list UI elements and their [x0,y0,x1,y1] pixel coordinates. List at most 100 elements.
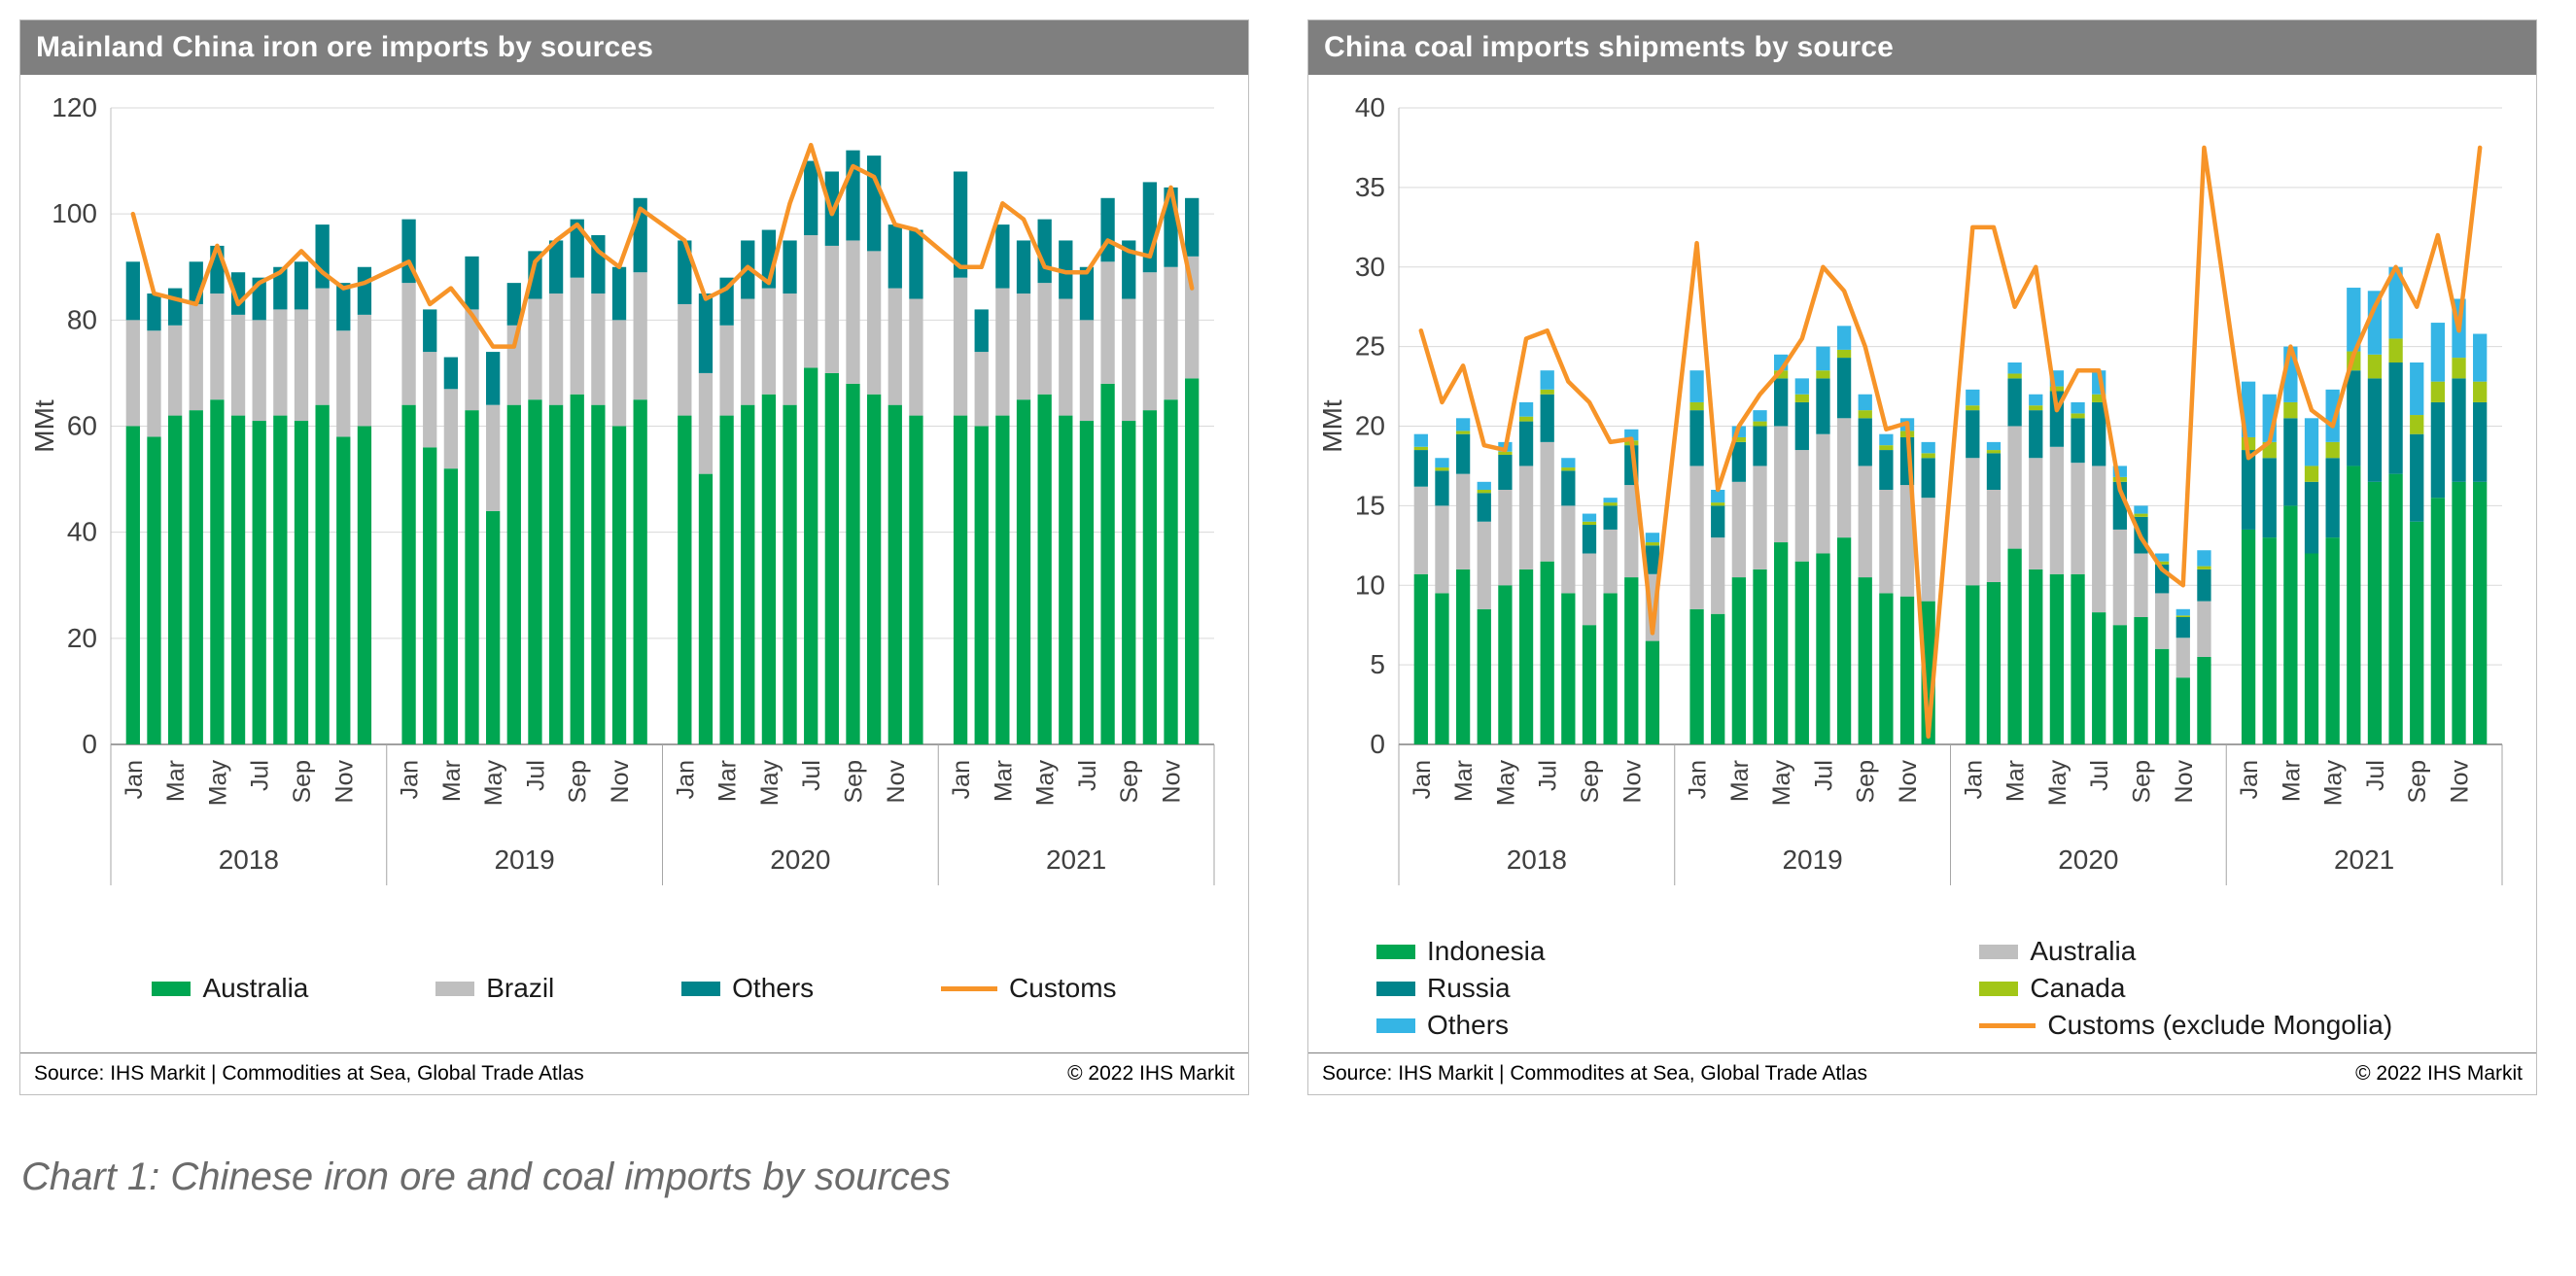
svg-text:Sep: Sep [289,760,316,803]
svg-text:May: May [480,760,507,807]
figure-caption: Chart 1: Chinese iron ore and coal impor… [21,1155,952,1198]
svg-text:Jul: Jul [1074,760,1101,791]
svg-text:May: May [204,760,231,807]
coal-legend: Indonesia Russia Others Australia Canada… [1308,924,2536,1052]
iron-ore-chart-panel: Mainland China iron ore imports by sourc… [19,19,1249,1095]
svg-text:Jul: Jul [522,760,549,791]
legend-label-indonesia: Indonesia [1427,936,1546,966]
svg-text:20: 20 [1355,411,1385,441]
svg-text:2019: 2019 [1782,845,1842,875]
svg-text:Jan: Jan [672,760,699,799]
svg-text:20: 20 [67,623,97,653]
svg-text:25: 25 [1355,331,1385,362]
svg-text:May: May [756,760,783,807]
coal-chart-canvas: 0 5 10 15 20 25 30 35 40 Jan Mar May Jul Sep Nov Jan Mar… [1317,92,2503,885]
svg-text:Mar: Mar [162,760,190,802]
svg-text:Mar: Mar [1450,760,1478,802]
legend-item-australia-coal: Australia [1979,933,2536,970]
svg-text:Mar: Mar [2278,760,2305,802]
svg-text:Jul: Jul [798,760,825,791]
legend-label-others-coal: Others [1427,1010,1510,1040]
svg-text:Jan: Jan [1685,760,1712,799]
australia-swatch-icon [152,981,191,996]
indonesia-swatch-icon [1376,944,1415,959]
iron-ore-chart-canvas: 0 20 40 60 80 100 120 Jan Mar May Jul Sep Nov Jan Mar M… [29,92,1215,885]
legend-item-customs-coal: Customs (exclude Mongolia) [1979,1007,2536,1044]
svg-text:Jul: Jul [2362,760,2389,791]
iron-ore-chart-body: 0 20 40 60 80 100 120 Jan Mar May Jul Sep Nov Jan Mar M… [20,75,1248,924]
svg-text:2018: 2018 [219,845,279,875]
svg-text:60: 60 [67,411,97,441]
svg-text:Mar: Mar [990,760,1017,802]
iron-ore-source-bar: Source: IHS Markit | Commodities at Sea,… [20,1052,1248,1094]
svg-text:Jan: Jan [1409,760,1436,799]
svg-text:2020: 2020 [2058,845,2118,875]
legend-item-indonesia: Indonesia [1376,933,1979,970]
svg-text:Sep: Sep [840,760,867,803]
svg-text:Sep: Sep [1853,760,1880,803]
legend-item-others-coal: Others [1376,1007,1979,1044]
svg-text:Mar: Mar [438,760,466,802]
svg-text:Mar: Mar [2002,760,2030,802]
svg-text:Sep: Sep [1116,760,1143,803]
iron-ore-legend: Australia Brazil Others Customs [20,924,1248,1052]
legend-item-others: Others [681,973,814,1004]
svg-text:Jul: Jul [2086,760,2113,791]
legend-label-canada: Canada [2030,973,2126,1003]
svg-text:40: 40 [1355,92,1385,122]
svg-text:Sep: Sep [1577,760,1604,803]
svg-text:Sep: Sep [2128,760,2155,803]
svg-text:Sep: Sep [2404,760,2431,803]
legend-label-others: Others [732,973,815,1003]
svg-text:May: May [2044,760,2071,807]
source-text: Source: IHS Markit | Commodites at Sea, … [1322,1062,1868,1085]
svg-text:2019: 2019 [494,845,554,875]
legend-label-australia: Australia [202,973,309,1003]
svg-text:Jul: Jul [1810,760,1837,791]
svg-text:2018: 2018 [1507,845,1567,875]
others-coal-swatch-icon [1376,1017,1415,1033]
svg-text:Nov: Nov [2171,760,2198,804]
svg-text:Jul: Jul [247,760,274,791]
svg-text:0: 0 [1370,729,1385,759]
legend-label-brazil: Brazil [486,973,555,1003]
iron-ore-chart-title: Mainland China iron ore imports by sourc… [20,20,1248,75]
coal-chart-title: China coal imports shipments by source [1308,20,2536,75]
others-swatch-icon [681,981,721,996]
svg-text:Nov: Nov [1619,760,1646,804]
svg-text:100: 100 [52,198,97,228]
svg-text:Nov: Nov [883,760,910,804]
svg-text:May: May [1768,760,1795,807]
svg-text:MMt: MMt [29,399,59,453]
copyright-text: © 2022 IHS Markit [2355,1062,2523,1085]
legend-label-russia: Russia [1427,973,1511,1003]
canada-swatch-icon [1979,981,2019,996]
svg-text:80: 80 [67,304,97,334]
svg-text:2021: 2021 [1046,845,1106,875]
svg-text:Jul: Jul [1535,760,1562,791]
svg-text:2021: 2021 [2334,845,2394,875]
svg-text:Jan: Jan [397,760,424,799]
svg-text:15: 15 [1355,490,1385,520]
svg-text:Jan: Jan [948,760,975,799]
svg-text:Nov: Nov [331,760,358,804]
svg-text:5: 5 [1370,649,1385,679]
customs-line-swatch-icon [941,985,998,991]
legend-label-australia-coal: Australia [2030,936,2137,966]
page: Mainland China iron ore imports by sourc… [19,19,2537,1095]
source-text: Source: IHS Markit | Commodities at Sea,… [34,1062,584,1085]
svg-text:Jan: Jan [2236,760,2263,799]
svg-text:Jan: Jan [121,760,148,799]
brazil-swatch-icon [435,981,475,996]
svg-text:40: 40 [67,517,97,547]
customs-coal-line-swatch-icon [1979,1022,2036,1028]
svg-text:Nov: Nov [1895,760,1922,804]
svg-text:Nov: Nov [1159,760,1186,804]
coal-chart-body: 0 5 10 15 20 25 30 35 40 Jan Mar May Jul Sep Nov Jan Mar… [1308,75,2536,924]
legend-label-customs-coal: Customs (exclude Mongolia) [2047,1010,2393,1040]
svg-text:May: May [2320,760,2348,807]
svg-text:35: 35 [1355,172,1385,202]
russia-swatch-icon [1376,981,1415,996]
legend-item-brazil: Brazil [435,973,554,1004]
legend-item-customs: Customs [941,973,1117,1004]
